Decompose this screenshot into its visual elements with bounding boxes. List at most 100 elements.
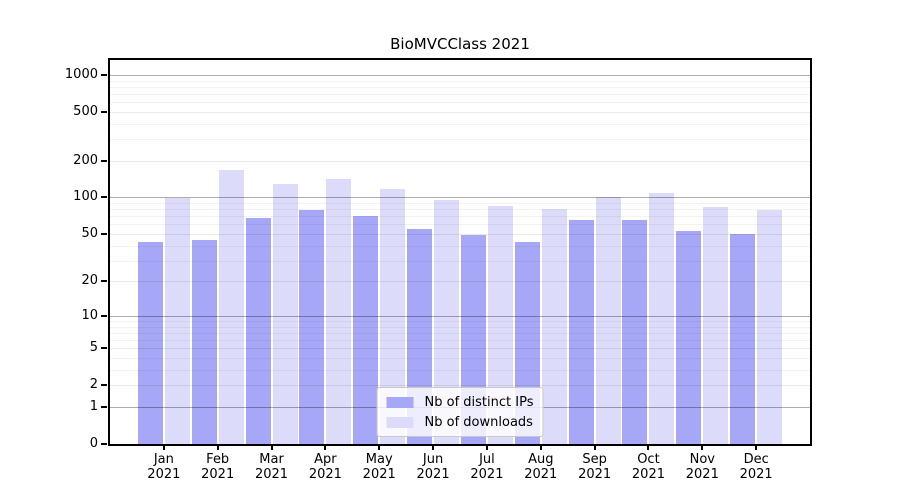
y-tick-label-20: 20 (81, 273, 98, 289)
x-tick-5 (432, 446, 435, 450)
gridline-100 (110, 197, 810, 199)
legend: Nb of distinct IPs Nb of downloads (376, 387, 544, 437)
y-tick-1 (101, 405, 107, 408)
y-tick-1000 (101, 73, 107, 76)
bar-downloads-mar (272, 183, 298, 444)
y-tick-label-100: 100 (73, 189, 98, 205)
bar-distinct-ips-may (353, 216, 379, 444)
gridline-2 (110, 385, 810, 387)
gridline-50 (110, 233, 810, 235)
y-tick-label-50: 50 (81, 225, 98, 241)
x-tick-label-jul: Jul 2021 (470, 452, 504, 482)
gridline-70 (110, 216, 810, 218)
y-tick-10 (101, 314, 107, 317)
x-tick-label-apr: Apr 2021 (308, 452, 342, 482)
bar-distinct-ips-apr (299, 209, 325, 444)
x-tick-7 (539, 446, 542, 450)
legend-label-distinct-ips: Nb of distinct IPs (424, 394, 534, 410)
gridline-800 (110, 86, 810, 88)
x-tick-label-aug: Aug 2021 (524, 452, 558, 482)
y-tick-5 (101, 347, 107, 350)
y-tick-label-2: 2 (89, 377, 98, 393)
bar-downloads-nov (703, 206, 729, 444)
x-tick-8 (593, 446, 596, 450)
y-tick-label-200: 200 (73, 152, 98, 168)
gridline-60 (110, 224, 810, 226)
bar-distinct-ips-feb (191, 239, 217, 444)
gridline-10 (110, 315, 810, 317)
gridline-3 (110, 369, 810, 371)
bar-distinct-ips-nov (676, 230, 702, 444)
x-tick-label-mar: Mar 2021 (254, 452, 289, 482)
y-tick-2 (101, 384, 107, 387)
gridline-9 (110, 321, 810, 322)
x-tick-label-nov: Nov 2021 (685, 452, 719, 482)
x-tick-1 (216, 446, 219, 450)
bar-downloads-apr (326, 179, 352, 444)
x-tick-6 (485, 446, 488, 450)
gridline-500 (110, 111, 810, 113)
bar-downloads-jan (164, 197, 190, 444)
x-tick-label-oct: Oct 2021 (631, 452, 665, 482)
legend-swatch-distinct-ips-icon (386, 396, 414, 408)
gridline-40 (110, 245, 810, 247)
gridline-80 (110, 209, 810, 211)
y-tick-label-1: 1 (89, 398, 98, 414)
x-tick-label-sep: Sep 2021 (578, 452, 612, 482)
bar-distinct-ips-sep (568, 220, 594, 444)
gridline-400 (110, 123, 810, 125)
y-tick-20 (101, 280, 107, 283)
legend-swatch-downloads-icon (386, 416, 414, 428)
x-tick-label-jun: Jun 2021 (416, 452, 450, 482)
gridline-900 (110, 80, 810, 82)
bar-downloads-aug (541, 209, 567, 444)
y-tick-50 (101, 232, 107, 235)
gridline-1000 (110, 74, 810, 76)
y-tick-label-1000: 1000 (64, 66, 98, 82)
bar-downloads-dec (757, 209, 783, 444)
bar-downloads-feb (218, 170, 244, 444)
x-tick-label-dec: Dec 2021 (739, 452, 773, 482)
y-tick-label-5: 5 (89, 340, 98, 356)
x-tick-0 (162, 446, 165, 450)
x-tick-label-jan: Jan 2021 (147, 452, 181, 482)
gridline-7 (110, 332, 810, 334)
bar-distinct-ips-dec (730, 234, 756, 444)
chart-title: BioMVCClass 2021 (390, 35, 530, 53)
bar-distinct-ips-jan (137, 241, 163, 444)
bar-distinct-ips-oct (622, 220, 648, 444)
x-tick-label-may: May 2021 (362, 452, 396, 482)
plot-area: Nb of distinct IPs Nb of downloads (108, 58, 812, 446)
y-tick-label-500: 500 (73, 103, 98, 119)
x-tick-3 (324, 446, 327, 450)
gridline-6 (110, 340, 810, 342)
gridline-4 (110, 358, 810, 360)
gridline-600 (110, 102, 810, 104)
gridline-5 (110, 348, 810, 350)
bar-downloads-oct (649, 192, 675, 444)
x-tick-label-feb: Feb 2021 (201, 452, 235, 482)
y-tick-100 (101, 196, 107, 199)
gridline-90 (110, 203, 810, 205)
gridline-300 (110, 139, 810, 141)
legend-item-distinct-ips: Nb of distinct IPs (386, 392, 534, 412)
y-tick-label-10: 10 (81, 307, 98, 323)
gridline-200 (110, 160, 810, 162)
gridline-700 (110, 94, 810, 95)
y-tick-0 (101, 443, 107, 445)
x-tick-9 (647, 446, 650, 450)
bar-distinct-ips-mar (245, 217, 271, 444)
bar-downloads-sep (595, 196, 621, 444)
x-tick-4 (378, 446, 381, 450)
gridline-8 (110, 326, 810, 328)
gridline-30 (110, 260, 810, 262)
y-tick-label-0: 0 (89, 436, 98, 451)
y-tick-200 (101, 159, 107, 162)
legend-item-downloads: Nb of downloads (386, 412, 534, 432)
x-tick-2 (270, 446, 273, 450)
gridline-20 (110, 281, 810, 283)
y-tick-500 (101, 110, 107, 113)
x-tick-10 (701, 446, 704, 450)
legend-label-downloads: Nb of downloads (424, 414, 533, 430)
